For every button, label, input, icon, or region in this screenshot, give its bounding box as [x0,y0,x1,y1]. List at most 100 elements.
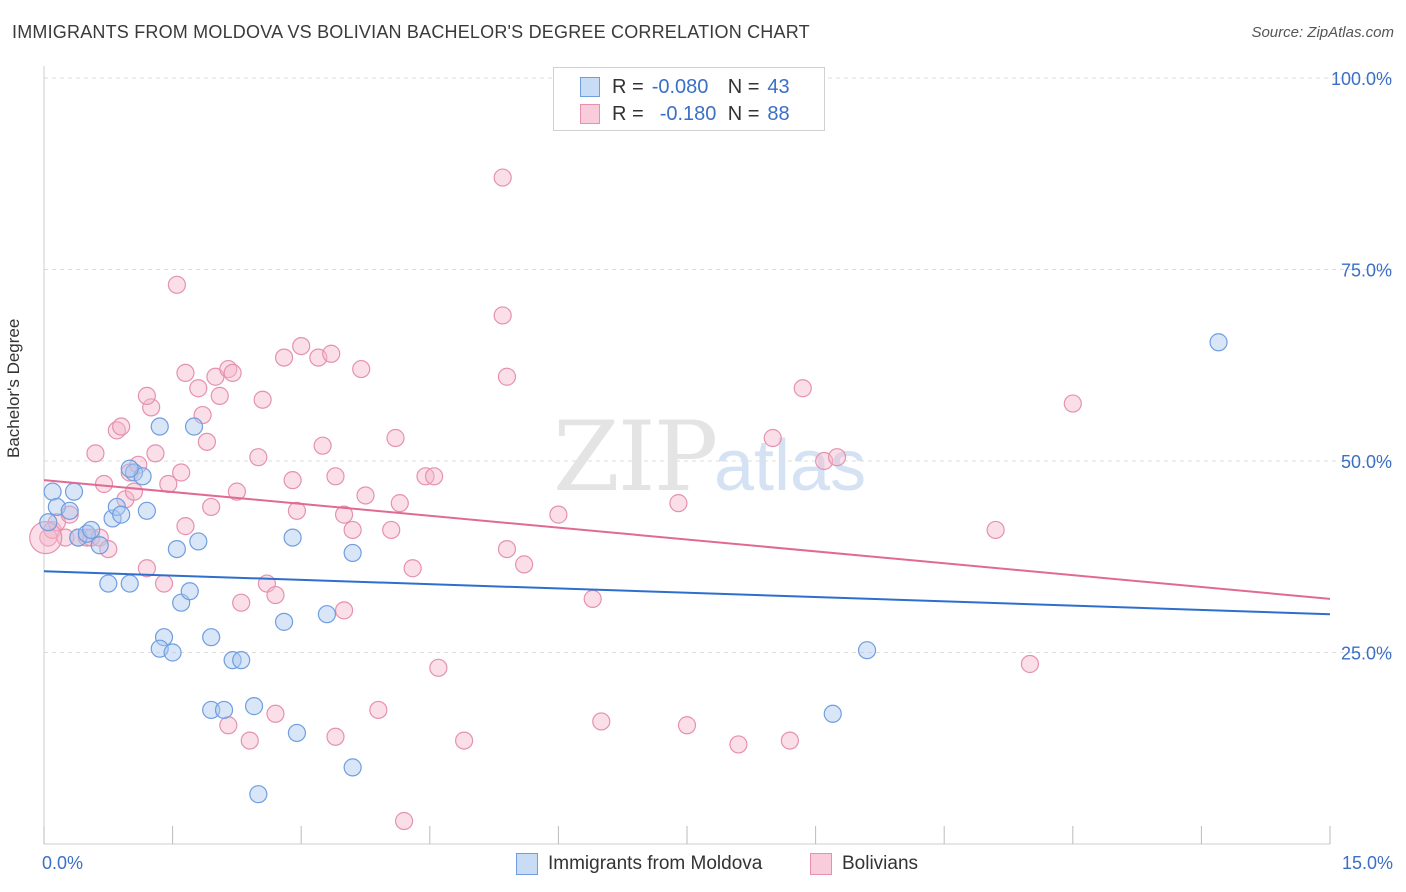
moldova-point [90,536,109,555]
moldova-point [180,582,199,601]
chart-title: IMMIGRANTS FROM MOLDOVA VS BOLIVIAN BACH… [12,22,810,42]
bolivian-point [356,486,375,505]
bolivian-point [223,363,242,383]
bolivian-point [167,275,186,294]
bolivian-point [386,428,405,448]
bolivian-point [176,517,195,536]
bolivian-point [176,363,195,383]
moldova-point [202,628,221,647]
bolivian-point [137,386,156,405]
bolivian-point [515,555,534,574]
bolivian-point [283,471,302,490]
bolivian-point [189,379,208,398]
bolivian-point [1020,654,1040,674]
bottom-legend-label-moldova: Immigrants from Moldova [548,853,763,874]
bolivian-point [352,359,371,379]
bolivian-point [154,574,174,593]
moldova-point [202,700,221,720]
moldova-point [857,641,877,660]
legend-n-label: N = [727,102,760,125]
moldova-point [189,532,208,551]
bolivian-point [497,367,517,386]
bolivian-point [86,444,105,463]
bolivian-point [112,417,131,436]
bottom-legend-moldova: Immigrants from Moldova [516,852,762,876]
y-tick-label: 50.0% [1341,452,1392,472]
bolivian-point [729,735,748,754]
bolivian-point [429,658,448,677]
bolivian-point [266,585,285,605]
bolivian-point [592,712,611,731]
bolivian-point [219,716,238,735]
bolivian-point [287,501,307,520]
bolivian-trend-line [43,479,1331,600]
bolivian-point [793,379,812,398]
bolivian-point [403,559,422,578]
bolivian-point [322,344,341,363]
bolivian-point [326,467,345,486]
moldova-point [120,459,139,478]
moldova-point [274,612,294,631]
moldova-point [317,605,337,624]
bottom-legend-swatch-blue [516,853,538,875]
moldova-point [112,505,131,524]
bolivian-point [394,811,414,831]
legend-r-label: R = [612,75,644,98]
watermark: ZIP atlas [553,401,866,513]
source-credit: Source: ZipAtlas.com [1251,24,1394,41]
bolivian-point [142,398,161,417]
bolivian-point [497,539,517,559]
moldova-point [39,513,58,532]
moldova-point [249,785,268,804]
bolivian-point [313,436,332,455]
bolivian-point [549,505,568,524]
bolivian-point [172,463,191,482]
bolivian-point [99,539,118,559]
bolivian-point [1063,394,1082,413]
bolivian-point [424,467,444,486]
moldova-point [283,528,302,547]
legend-r-value: -0.180 [659,102,717,125]
bolivian-point [137,559,156,578]
bolivian-point [232,593,251,612]
legend-swatch-blue [580,77,600,97]
bolivian-point [274,348,294,367]
bolivian-point [669,494,688,513]
moldova-point [137,501,156,520]
moldova-trend-line [43,570,1331,616]
bolivian-point [326,727,345,746]
bolivian-point [493,306,512,325]
bolivian-point [493,168,512,187]
bolivian-point [382,520,401,540]
moldova-point [163,643,182,662]
moldova-point [343,543,362,563]
bolivian-point [249,448,268,467]
moldova-point [167,539,186,559]
bolivian-point [827,448,847,467]
bolivian-point [240,731,259,750]
bolivian-point [292,337,311,356]
legend-r-label: R = [612,102,644,125]
bottom-legend-label-bolivians: Bolivians [842,853,919,874]
legend-n-value: 88 [767,102,790,125]
bolivian-point [197,432,216,451]
y-tick-label: 100.0% [1331,69,1392,89]
x-tick-label: 15.0% [1342,853,1393,873]
bolivian-point [334,505,354,524]
bolivian-point [390,494,409,513]
bolivian-point [253,390,272,409]
moldova-point [120,574,139,593]
legend-swatch-pink [580,104,600,124]
moldova-point [150,417,169,436]
moldova-point [1209,333,1228,352]
tick-labels: 25.0% 50.0% 75.0% 100.0% 0.0% 15.0% [42,69,1393,873]
moldova-point [823,704,842,723]
y-tick-label: 25.0% [1341,644,1392,664]
bolivian-point [343,520,362,540]
bolivian-point [583,589,602,608]
correlation-legend: R = -0.080 N = 43 R = -0.180 N = 88 [553,67,825,131]
bolivian-point-cluster [29,520,63,555]
watermark-zip: ZIP [553,401,716,513]
y-axis-label: Bachelor's Degree [4,318,23,458]
